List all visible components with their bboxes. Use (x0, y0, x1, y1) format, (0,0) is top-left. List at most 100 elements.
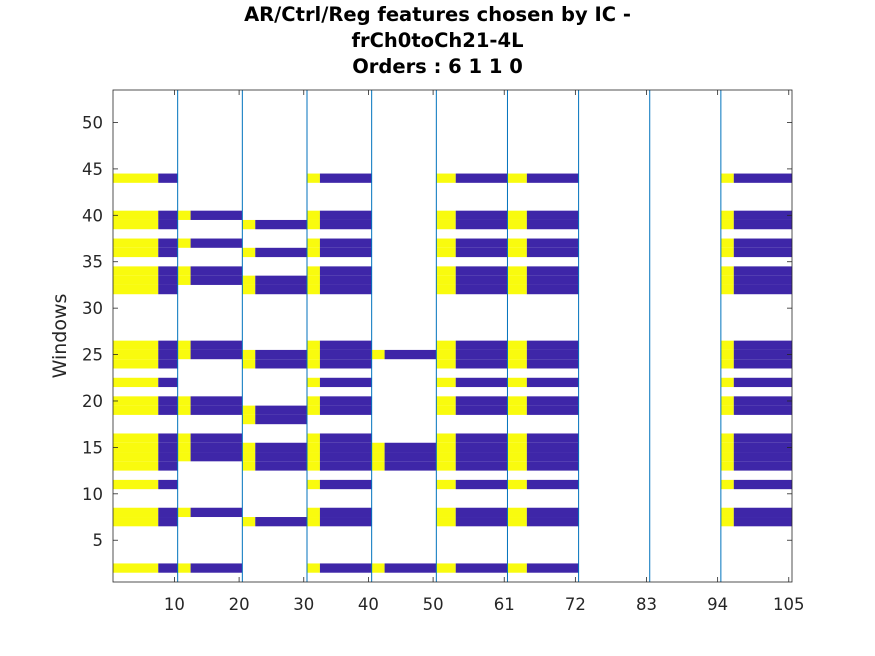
cell-high-g2-w20 (177, 396, 191, 406)
cell-high-g6-w20 (436, 396, 456, 406)
cell-high-g7-w8 (507, 507, 527, 518)
cell-low-g8-w15 (733, 442, 792, 453)
cell-high-g2-w40 (177, 210, 191, 220)
x-tick-label: 50 (423, 595, 444, 614)
cell-low-g3-w32 (255, 284, 307, 295)
cell-high-g2-w14 (177, 452, 191, 462)
cell-low-g3-w15 (255, 442, 307, 453)
cell-low-g1-w34 (158, 266, 178, 276)
cell-high-g7-w39 (507, 219, 527, 230)
cell-high-g8-w20 (720, 396, 734, 406)
cell-low-g8-w24 (733, 359, 792, 369)
cell-high-g1-w37 (113, 238, 159, 248)
cell-high-g7-w36 (507, 247, 527, 258)
cell-low-g3-w25 (255, 349, 307, 360)
cell-high-g4-w8 (307, 507, 320, 518)
x-tick-label: 10 (164, 595, 185, 614)
cell-high-g4-w32 (307, 284, 320, 295)
cell-high-g7-w44 (507, 173, 527, 183)
cell-low-g1-w20 (158, 396, 178, 406)
cell-low-g1-w14 (158, 452, 178, 462)
cell-low-g5-w13 (384, 461, 437, 471)
cell-high-g8-w22 (720, 377, 734, 388)
cell-low-g5-w15 (384, 442, 437, 453)
x-tick-label: 30 (293, 595, 314, 614)
cell-low-g2-w33 (190, 275, 243, 285)
y-tick-label: 40 (82, 206, 103, 225)
cell-high-g3-w19 (242, 405, 256, 415)
cell-high-g6-w26 (436, 340, 456, 350)
chart-title-line-3: Orders : 6 1 1 0 (352, 55, 523, 78)
cell-low-g7-w22 (526, 377, 579, 388)
cell-high-g8-w26 (720, 340, 734, 350)
cell-high-g1-w36 (113, 247, 159, 258)
cell-high-g4-w36 (307, 247, 320, 258)
cell-low-g4-w13 (319, 461, 372, 471)
y-tick-label: 45 (82, 160, 103, 179)
cell-low-g7-w24 (526, 359, 579, 369)
cell-low-g2-w15 (190, 442, 243, 453)
cell-high-g4-w44 (307, 173, 320, 183)
chart-title-line-1: AR/Ctrl/Reg features chosen by IC - (244, 3, 631, 26)
cell-low-g1-w13 (158, 461, 178, 471)
cell-low-g1-w8 (158, 507, 178, 518)
cell-high-g8-w8 (720, 507, 734, 518)
cell-high-g1-w44 (113, 173, 159, 183)
cell-low-g6-w14 (455, 452, 508, 462)
cell-low-g7-w33 (526, 275, 579, 285)
cell-low-g2-w34 (190, 266, 243, 276)
cell-low-g1-w22 (158, 377, 178, 388)
cell-low-g4-w44 (319, 173, 372, 183)
cell-low-g3-w33 (255, 275, 307, 285)
y-tick-label: 35 (82, 253, 103, 272)
cell-low-g7-w2 (526, 563, 579, 573)
cell-high-g7-w19 (507, 405, 527, 415)
cell-high-g1-w13 (113, 461, 159, 471)
cell-low-g8-w20 (733, 396, 792, 406)
cell-low-g6-w25 (455, 349, 508, 360)
cell-low-g4-w32 (319, 284, 372, 295)
cell-high-g3-w33 (242, 275, 256, 285)
cell-high-g3-w18 (242, 414, 256, 425)
cell-high-g6-w7 (436, 517, 456, 527)
cell-low-g6-w24 (455, 359, 508, 369)
cell-low-g8-w37 (733, 238, 792, 248)
cell-low-g4-w7 (319, 517, 372, 527)
cell-low-g1-w44 (158, 173, 178, 183)
cell-high-g7-w37 (507, 238, 527, 248)
cell-low-g3-w36 (255, 247, 307, 258)
cell-low-g1-w2 (158, 563, 178, 573)
cell-low-g4-w24 (319, 359, 372, 369)
cell-low-g4-w15 (319, 442, 372, 453)
cell-high-g8-w40 (720, 210, 734, 220)
cell-low-g4-w25 (319, 349, 372, 360)
cell-high-g6-w40 (436, 210, 456, 220)
cell-high-g2-w26 (177, 340, 191, 350)
cell-low-g8-w7 (733, 517, 792, 527)
y-tick-label: 5 (93, 531, 104, 550)
cell-low-g1-w16 (158, 433, 178, 443)
cell-high-g3-w25 (242, 349, 256, 360)
cell-high-g1-w34 (113, 266, 159, 276)
cell-high-g1-w20 (113, 396, 159, 406)
cell-high-g8-w24 (720, 359, 734, 369)
cell-high-g1-w2 (113, 563, 159, 573)
cell-low-g1-w19 (158, 405, 178, 415)
cell-low-g2-w8 (190, 507, 243, 518)
cell-low-g7-w26 (526, 340, 579, 350)
cell-low-g1-w11 (158, 479, 178, 490)
cell-low-g8-w44 (733, 173, 792, 183)
cell-high-g1-w40 (113, 210, 159, 220)
cell-high-g1-w8 (113, 507, 159, 518)
cell-low-g6-w39 (455, 219, 508, 230)
cell-low-g5-w14 (384, 452, 437, 462)
cell-low-g1-w32 (158, 284, 178, 295)
cell-high-g3-w14 (242, 452, 256, 462)
cell-low-g4-w34 (319, 266, 372, 276)
cell-high-g1-w14 (113, 452, 159, 462)
cell-high-g6-w39 (436, 219, 456, 230)
cell-low-g1-w37 (158, 238, 178, 248)
cell-low-g6-w34 (455, 266, 508, 276)
cell-low-g5-w25 (384, 349, 437, 360)
